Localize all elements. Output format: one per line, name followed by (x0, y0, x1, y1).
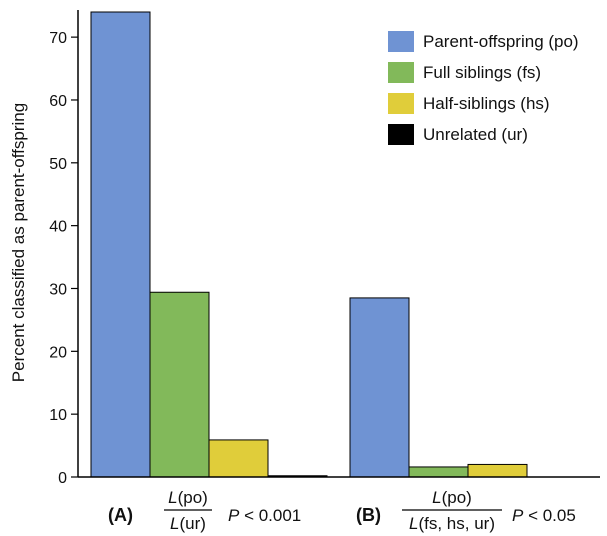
denominator-l: L (170, 514, 179, 533)
bar-b-2 (408, 466, 469, 478)
axis-layer: 0 10 20 30 40 50 60 70 Percent classified as par… (9, 10, 600, 487)
legend-swatch (388, 62, 414, 83)
legend-label: Full siblings (fs) (423, 63, 541, 82)
bar-a-3 (208, 439, 269, 478)
p-threshold: < 0.05 (523, 506, 575, 525)
bar-b-1 (349, 297, 410, 478)
p-value: P < 0.001 (228, 506, 301, 525)
p-value: P < 0.05 (512, 506, 576, 525)
denominator-l: L (409, 514, 418, 533)
group-tag: (A) (108, 505, 133, 525)
legend-label: Parent-offspring (po) (423, 32, 579, 51)
legend-label: Half-siblings (hs) (423, 94, 550, 113)
group-tag: (B) (356, 505, 381, 525)
y-tick-label: 20 (49, 344, 67, 361)
denominator-args: (ur) (180, 514, 206, 533)
legend-swatch (388, 124, 414, 145)
legend: Parent-offspring (po) Full siblings (fs) H… (388, 31, 579, 145)
y-tick-label: 70 (49, 30, 67, 47)
y-tick-label: 0 (58, 470, 67, 487)
denominator-args: (fs, hs, ur) (418, 514, 495, 533)
fraction-numerator: L(po) (168, 488, 208, 507)
bar-a-1 (90, 11, 151, 478)
legend-swatch (388, 93, 414, 114)
y-tick-label: 10 (49, 407, 67, 424)
fraction-denominator: L(fs, hs, ur) (409, 514, 495, 533)
numerator-l: L (168, 488, 177, 507)
fraction-denominator: L(ur) (170, 514, 206, 533)
y-tick-label: 40 (49, 219, 67, 236)
bars-layer (90, 11, 528, 478)
fraction-numerator: L(po) (432, 488, 472, 507)
p-symbol: P (512, 506, 524, 525)
p-symbol: P (228, 506, 240, 525)
y-tick-label: 60 (49, 93, 67, 110)
legend-swatch (388, 31, 414, 52)
bar-b-3 (467, 463, 528, 478)
y-axis-label: Percent classified as parent-offspring (9, 103, 28, 382)
legend-label: Unrelated (ur) (423, 125, 528, 144)
legend-item: Parent-offspring (po) (388, 31, 579, 52)
legend-item: Unrelated (ur) (388, 124, 528, 145)
y-tick-label: 30 (49, 281, 67, 298)
group-labels: (A)L(po)L(ur) P < 0.001 (B)L(po)L(fs, hs, … (108, 488, 576, 533)
numerator-args: (po) (442, 488, 472, 507)
group-label-a: (A)L(po)L(ur) P < 0.001 (108, 488, 301, 533)
group-label-b: (B)L(po)L(fs, hs, ur) P < 0.05 (356, 488, 576, 533)
legend-item: Half-siblings (hs) (388, 93, 550, 114)
p-threshold: < 0.001 (239, 506, 301, 525)
bar-a-2 (149, 291, 210, 478)
numerator-args: (po) (178, 488, 208, 507)
y-tick-label: 50 (49, 156, 67, 173)
numerator-l: L (432, 488, 441, 507)
legend-item: Full siblings (fs) (388, 62, 541, 83)
